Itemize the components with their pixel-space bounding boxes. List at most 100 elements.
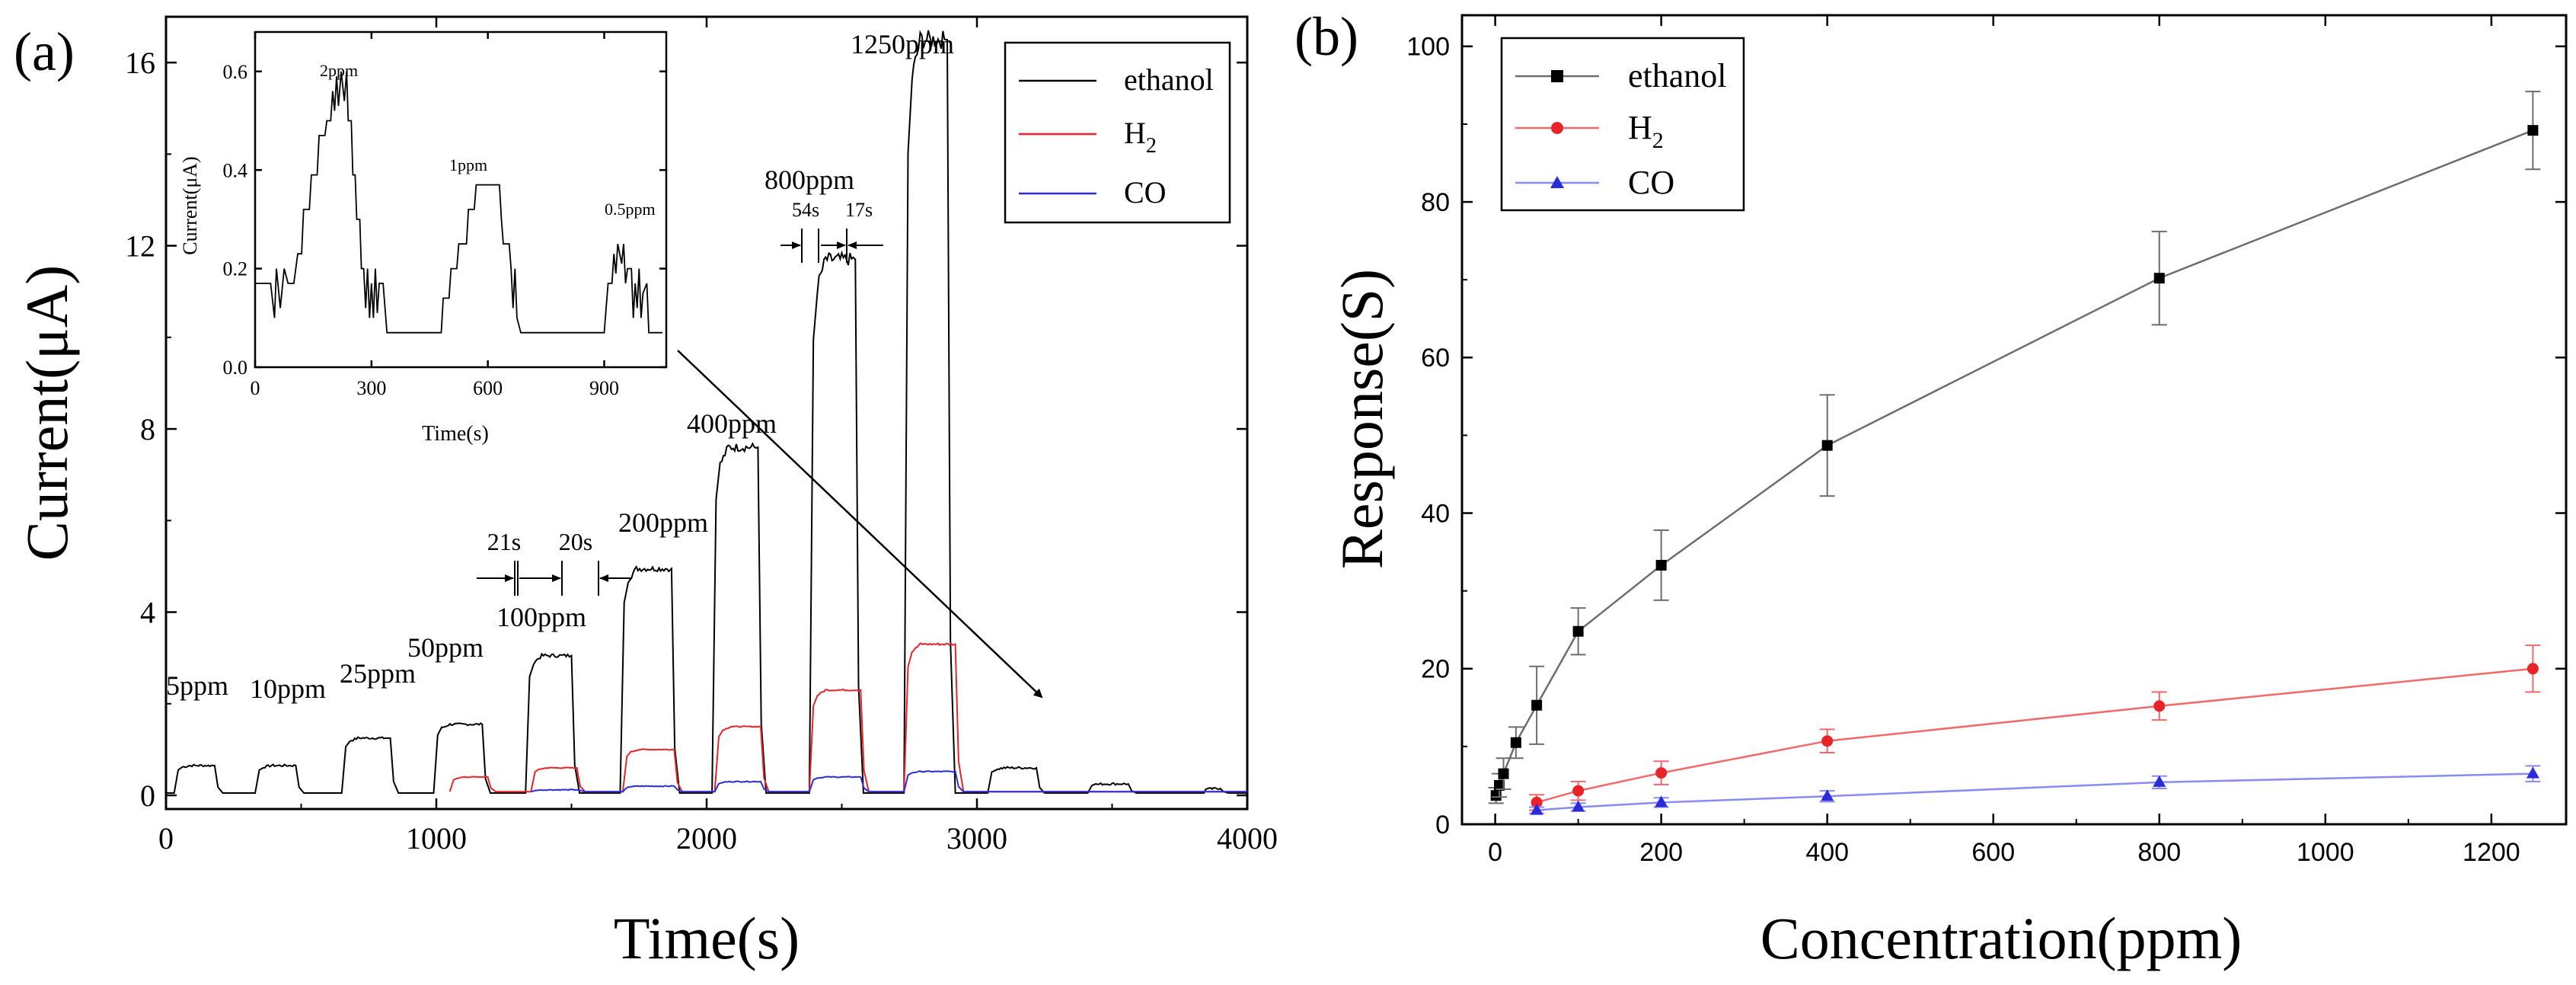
y-tick-label: 16 [125,46,155,80]
inset-frame [254,30,668,369]
label-10ppm: 10ppm [250,673,326,704]
x-tick-label: 4000 [1217,821,1278,855]
series-h2 [1529,644,2541,811]
annotation-17s: 17s [845,199,873,221]
plot-b-y-axis-label: Response(S) [1329,269,1395,569]
x-tick-label: 1000 [2297,838,2354,867]
legend-b-circle-marker [1551,122,1563,134]
label-100ppm: 100ppm [496,602,586,632]
data-point [2153,775,2166,787]
legend-b-ethanol: ethanol [1628,57,1727,94]
y-tick-label: 40 [1421,499,1450,528]
plot-b-axes: 0 200 400 600 800 1000 1200 0 20 40 60 80 100 [1406,15,2566,867]
label-25ppm: 25ppm [340,658,416,689]
annotation-20s: 20s [559,528,592,555]
inset-plot: 0 300 600 900 0.0 0.2 0.4 0.6 Time(s) Current(μ… [179,30,668,446]
legend-a-co: CO [1124,175,1167,209]
y-tick-label: 80 [1421,188,1450,217]
y-tick-label: 8 [140,412,155,446]
x-tick-label: 200 [1639,838,1683,867]
series-line [1495,129,2533,796]
y-tick-label: 0.0 [223,357,248,379]
data-point [1821,440,1833,451]
inset-label-1ppm: 1ppm [449,155,487,174]
data-point [1655,767,1668,779]
response-time-annotations: 21s 20s 54s 17s [477,199,883,596]
inset-label-2ppm: 2ppm [320,61,358,80]
x-tick-label: 900 [589,377,619,399]
data-point [1655,795,1668,808]
inset-line [255,71,662,334]
x-tick-label: 3000 [946,821,1007,855]
data-point [1510,737,1521,748]
y-tick-label: 4 [140,596,155,630]
data-point [1494,779,1505,791]
legend-a-ethanol: ethanol [1124,62,1214,97]
data-point [1821,735,1834,747]
data-point [1655,559,1667,571]
series-ethanol [1488,91,2541,804]
plot-a-x-axis-label: Time(s) [614,905,800,971]
series-line-h2 [448,642,1247,793]
x-tick-label: 600 [1971,838,2015,867]
x-tick-label: 2000 [676,821,737,855]
plot-b-legend: ethanol H2 CO [1500,37,1745,212]
annotation-54s: 54s [792,199,819,221]
y-tick-label: 0.2 [223,258,248,280]
series-co [1529,765,2541,815]
y-tick-label: 20 [1421,655,1450,684]
x-tick-label: 1000 [406,821,467,855]
legend-b-co: CO [1628,164,1674,201]
y-tick-label: 0.4 [223,159,248,181]
label-50ppm: 50ppm [407,632,484,663]
inset-x-axis-label: Time(s) [422,422,489,446]
data-point [2527,663,2539,675]
label-800ppm: 800ppm [765,165,854,195]
series-line-ethanol [166,30,1247,794]
data-point [1572,625,1584,637]
y-tick-label: 0 [1435,811,1450,839]
plot-a-legend: ethanol H2 CO [1004,41,1231,224]
label-400ppm: 400ppm [687,408,777,439]
data-point [1572,785,1585,797]
inset-series-line [255,71,662,334]
y-tick-label: 100 [1406,33,1450,62]
series-line [1536,667,2533,804]
data-point [1531,699,1543,711]
x-tick-label: 400 [1805,838,1849,867]
plot-b-x-axis-label: Concentration(ppm) [1760,905,2242,971]
legend-a-h2: H2 [1124,116,1157,158]
data-point [1821,789,1834,801]
x-tick-label: 800 [2137,838,2181,867]
inset-label-0-5ppm: 0.5ppm [605,200,656,219]
panel-b: (b) 0 200 400 600 800 1000 1200 0 20 40 60 80 100 Co… [1294,6,2568,971]
panel-a-label: (a) [14,21,75,82]
data-point [1531,796,1543,808]
x-tick-label: 0 [1488,838,1502,867]
data-point [2153,700,2166,712]
x-tick-label: 0 [251,377,260,399]
inset-pointer-arrow [677,350,1043,699]
x-tick-label: 300 [356,377,386,399]
annotation-21s: 21s [487,528,521,555]
plot-b-series [1488,91,2541,815]
data-point [2527,125,2539,136]
label-200ppm: 200ppm [618,507,708,538]
data-point [2526,766,2539,779]
y-tick-label: 0.6 [223,61,248,83]
plot-a-y-axis-label: Current(μA) [14,265,80,561]
data-point [1572,800,1585,812]
plot-a-lines [166,30,1247,794]
x-tick-label: 1200 [2463,838,2520,867]
legend-b-h2: H2 [1628,109,1664,153]
plot-b-frame [1460,14,2568,826]
data-point [2153,273,2165,284]
inset-y-axis-label: Current(μA) [179,156,201,254]
y-tick-label: 0 [140,779,155,813]
data-point [1498,768,1509,779]
data-point [1530,803,1543,815]
series-line-co [531,770,1247,793]
panel-b-label: (b) [1294,6,1358,67]
